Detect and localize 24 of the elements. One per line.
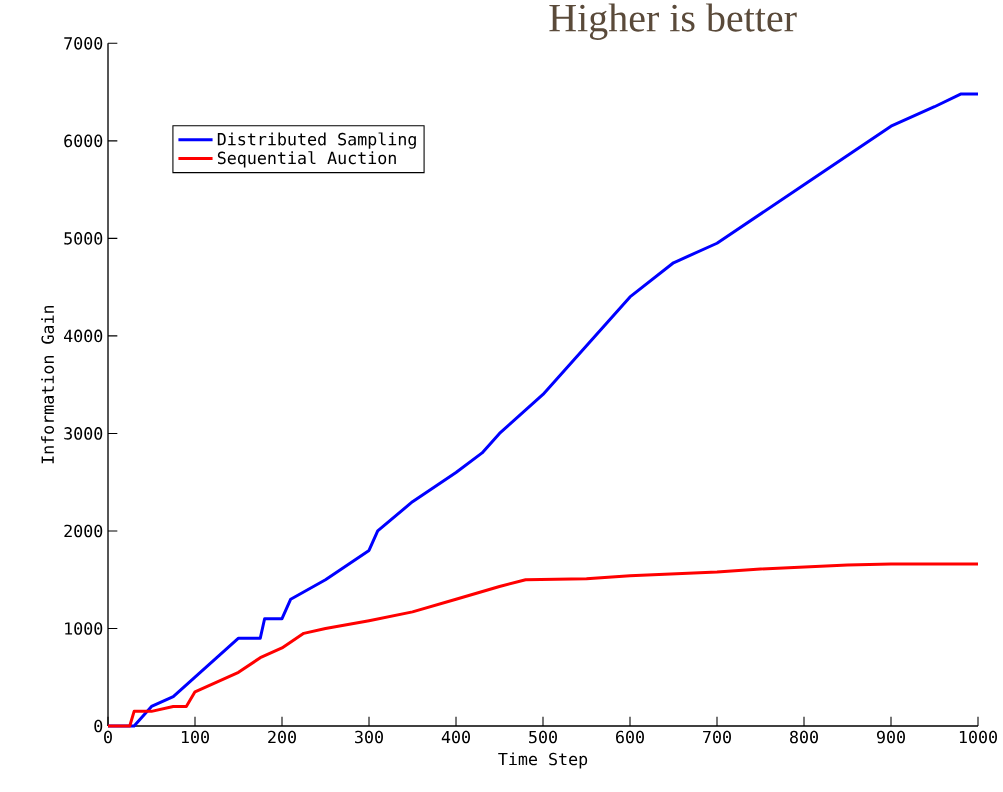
y-tick-label: 5000 — [64, 232, 103, 245]
x-tick-label: 700 — [703, 730, 731, 744]
y-axis-title: Information Gain — [41, 305, 54, 464]
x-tick-label: 900 — [876, 730, 905, 744]
legend-label: Sequential Auction — [217, 151, 396, 168]
legend-label: Distributed Sampling — [217, 132, 416, 149]
x-tick-label: 500 — [529, 730, 557, 744]
y-tick-label: 4000 — [64, 329, 103, 343]
chart-title: Higher is better — [549, 3, 797, 40]
x-tick-label: 0 — [104, 730, 112, 744]
y-tick-label: 2000 — [64, 524, 103, 538]
x-tick-label: 600 — [616, 730, 644, 744]
y-tick-label: 6000 — [64, 134, 103, 148]
x-tick-label: 200 — [268, 730, 296, 744]
x-tick-label: 800 — [790, 730, 818, 744]
x-tick-label: 300 — [355, 730, 383, 744]
y-tick-label: 1000 — [65, 622, 103, 635]
y-tick-label: 0 — [94, 719, 103, 733]
x-axis-title: Time Step — [498, 752, 588, 769]
x-tick-label: 100 — [181, 730, 209, 744]
y-tick-label: 7000 — [64, 37, 103, 50]
y-tick-label: 3000 — [64, 427, 103, 440]
x-tick-label: 400 — [441, 730, 470, 744]
x-tick-label: 1000 — [959, 730, 997, 744]
